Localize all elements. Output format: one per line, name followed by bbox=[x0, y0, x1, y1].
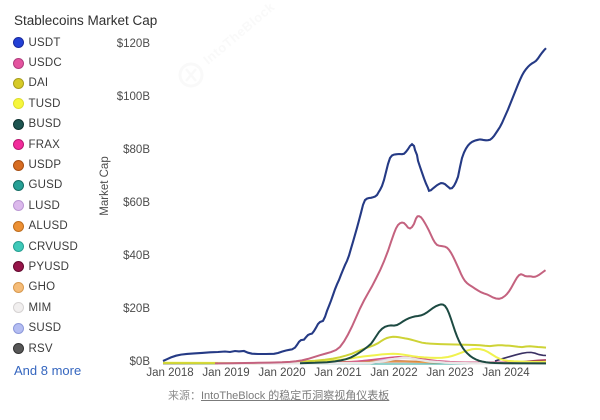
svg-text:IntoTheBlock: IntoTheBlock bbox=[200, 0, 278, 67]
